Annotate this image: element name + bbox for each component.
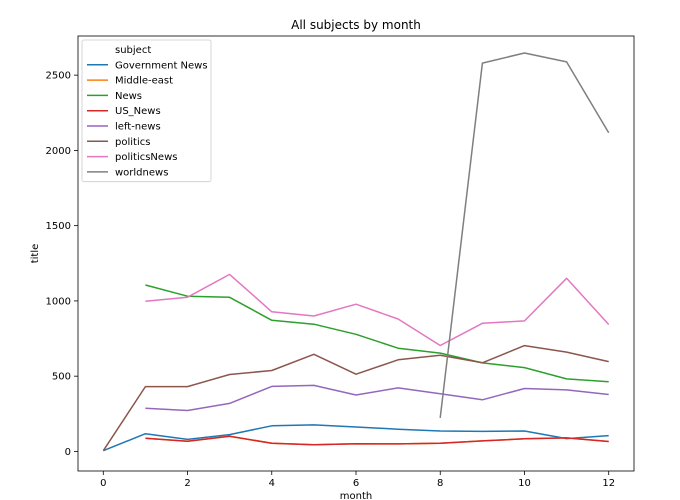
series-line-politics bbox=[102, 344, 609, 452]
legend-entry: Government News bbox=[115, 60, 208, 71]
legend-entry: politics bbox=[115, 137, 150, 148]
x-tick-label: 10 bbox=[518, 478, 531, 489]
series-line-news bbox=[145, 284, 609, 383]
y-tick-label: 1500 bbox=[46, 221, 71, 232]
y-tick-label: 2000 bbox=[46, 146, 71, 157]
chart-title: All subjects by month bbox=[291, 18, 421, 32]
legend-entry: left-news bbox=[115, 122, 161, 133]
series-line-left-news bbox=[145, 384, 609, 412]
y-tick-label: 2500 bbox=[46, 71, 71, 82]
series-line-worldnews bbox=[439, 52, 610, 418]
y-tick-label: 0 bbox=[65, 447, 71, 458]
x-tick-label: 8 bbox=[437, 478, 443, 489]
y-axis-label: title bbox=[30, 244, 41, 264]
x-tick-label: 0 bbox=[100, 478, 106, 489]
series-line-government-news bbox=[103, 424, 609, 452]
legend-entry: politicsNews bbox=[115, 152, 177, 163]
series-line-us-news bbox=[145, 435, 609, 446]
x-axis-label: month bbox=[340, 491, 372, 500]
x-tick-label: 4 bbox=[269, 478, 275, 489]
legend-box bbox=[81, 39, 212, 183]
legend: subject Government News Middle-east News US_… bbox=[81, 39, 212, 183]
axes: 0 2 4 6 8 10 12 0 500 1000 1500 2000 2500 bbox=[46, 35, 635, 489]
x-tick-label: 6 bbox=[353, 478, 359, 489]
legend-entry: News bbox=[115, 91, 142, 102]
legend-entry: US_News bbox=[115, 106, 161, 117]
legend-title: subject bbox=[115, 45, 151, 56]
x-tick-label: 12 bbox=[602, 478, 615, 489]
y-tick-label: 1000 bbox=[46, 296, 71, 307]
y-tick-label: 500 bbox=[52, 372, 71, 383]
legend-entry: worldnews bbox=[115, 167, 168, 178]
x-tick-label: 2 bbox=[184, 478, 190, 489]
series-lines bbox=[102, 52, 610, 452]
legend-entry: Middle-east bbox=[115, 76, 173, 87]
series-line-politicsnews bbox=[145, 273, 610, 347]
